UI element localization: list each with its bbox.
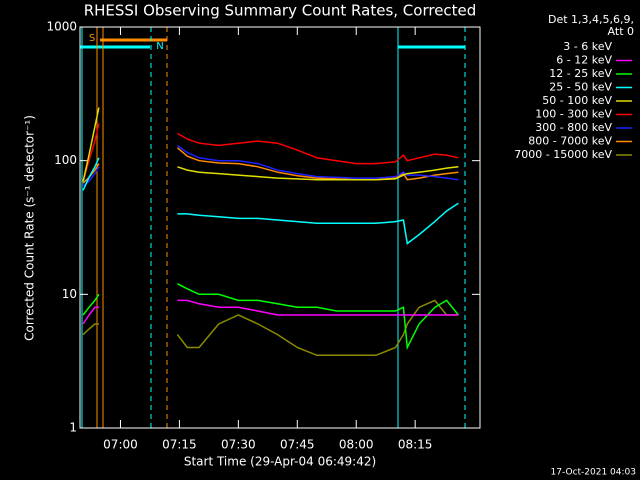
- legend-label: 300 - 800 keV: [535, 121, 612, 134]
- x-tick-label: 08:15: [398, 438, 433, 452]
- y-axis-label: Corrected Count Rate (s⁻¹ detector⁻¹): [23, 115, 37, 341]
- x-tick-label: 07:45: [280, 438, 315, 452]
- legend-label: 6 - 12 keV: [556, 54, 612, 67]
- legend-label: 25 - 50 keV: [549, 81, 612, 94]
- series-line: [82, 107, 459, 182]
- x-axis-label: Start Time (29-Apr-04 06:49:42): [184, 455, 376, 469]
- timestamp: 17-Oct-2021 04:03: [551, 468, 636, 478]
- plot-frame: [79, 26, 481, 429]
- series-line: [82, 283, 459, 351]
- legend-label: 100 - 300 keV: [535, 108, 612, 121]
- y-tick-label: 10: [62, 287, 77, 301]
- chart-title: RHESSI Observing Summary Count Rates, Co…: [84, 2, 477, 20]
- x-tick-label: 08:00: [339, 438, 374, 452]
- flags: S N: [80, 27, 466, 428]
- legend-title: Det 1,3,4,5,6,9,: [548, 13, 634, 26]
- legend-label: 7000 - 15000 keV: [514, 148, 612, 161]
- y-tick-label: 1000: [46, 20, 77, 34]
- flag-label: S: [89, 33, 95, 44]
- series-line: [82, 144, 459, 187]
- x-tick-label: 07:30: [221, 438, 256, 452]
- legend-title: Att 0: [608, 25, 634, 38]
- series-line: [82, 157, 459, 245]
- y-tick-label: 1: [69, 421, 77, 435]
- series-line: [82, 299, 459, 325]
- legend-label: 12 - 25 keV: [549, 67, 612, 80]
- series-line: [82, 147, 459, 184]
- flag-label: N: [156, 41, 163, 52]
- series-line: [186, 373, 298, 405]
- legend-label: 800 - 7000 keV: [528, 135, 612, 148]
- series-line: [82, 299, 459, 357]
- legend-label: 50 - 100 keV: [542, 94, 612, 107]
- x-tick-label: 07:00: [103, 438, 138, 452]
- legend-label: 3 - 6 keV: [563, 40, 612, 53]
- x-tick-label: 07:15: [162, 438, 197, 452]
- y-tick-label: 100: [54, 153, 77, 167]
